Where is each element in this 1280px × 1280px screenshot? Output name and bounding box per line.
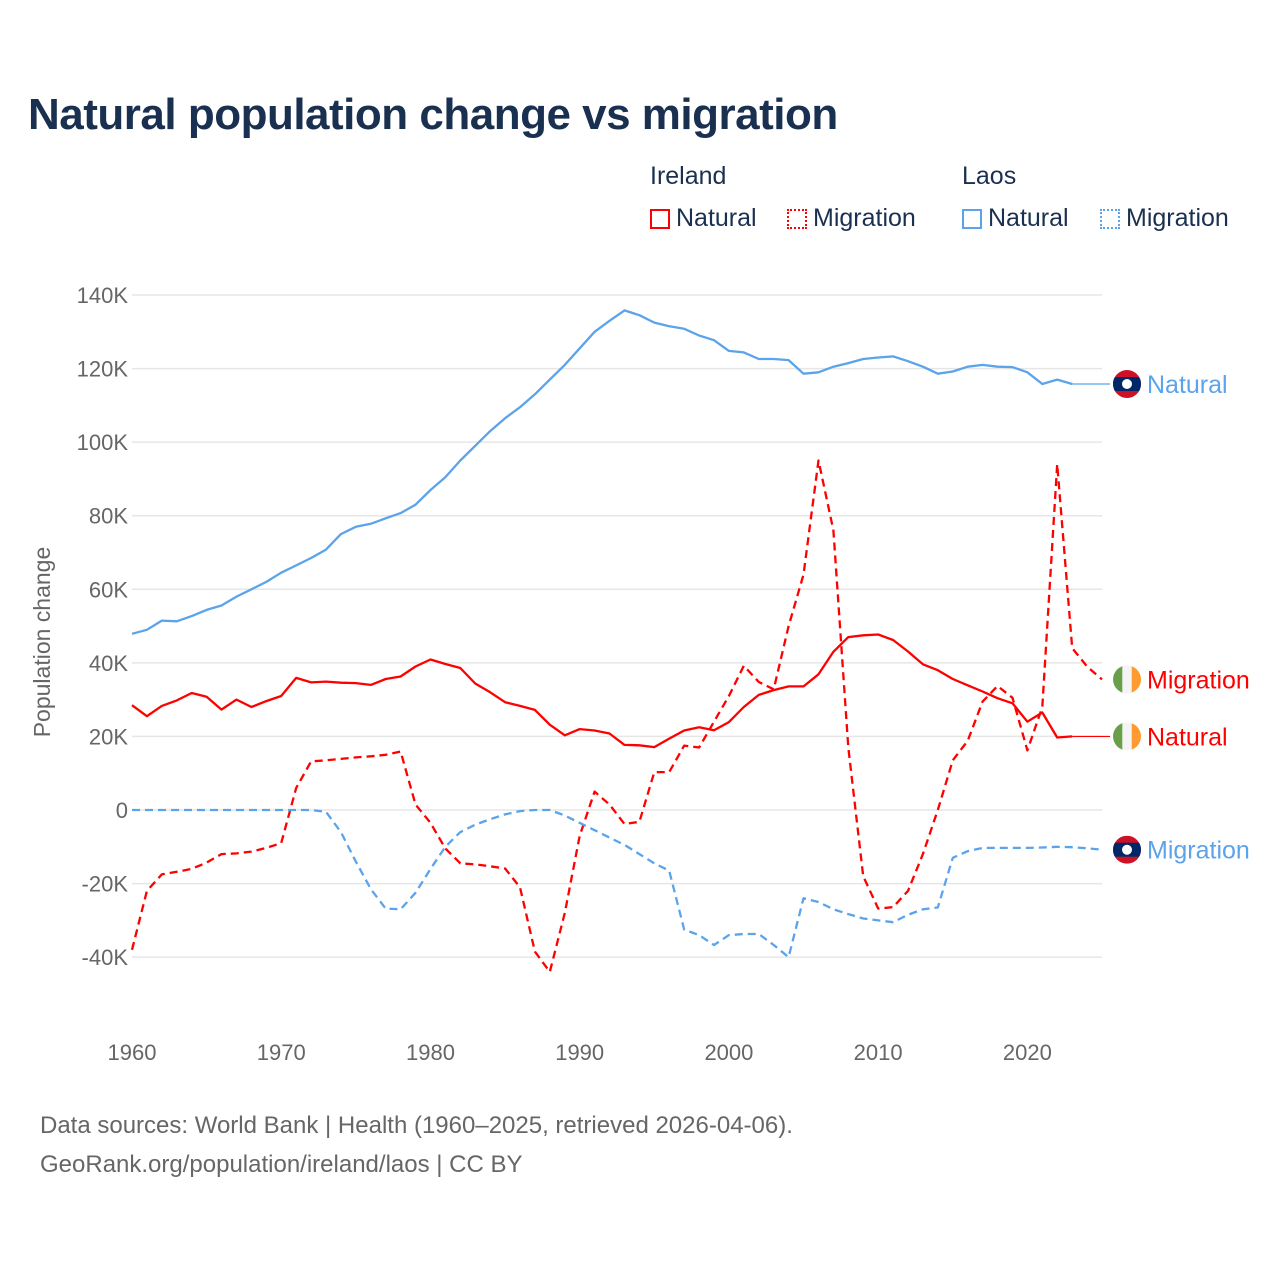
legend-swatch-solid: [650, 208, 670, 229]
data-source-note: Data sources: World Bank | Health (1960–…: [40, 1112, 793, 1139]
y-tick-label: 140K: [77, 283, 129, 308]
legend-label: Migration: [813, 204, 916, 232]
ireland-flag-icon: [1113, 722, 1141, 751]
end-label-laos-natural: Natural: [1113, 370, 1228, 399]
attribution-link[interactable]: GeoRank.org/population/ireland/laos | CC…: [40, 1151, 523, 1178]
legend-ireland-natural[interactable]: Natural: [650, 204, 757, 233]
end-label-laos-migration: Migration: [1113, 835, 1250, 865]
legend-label: Migration: [1126, 204, 1229, 232]
legend-group-ireland: Ireland: [650, 162, 727, 190]
legend-laos-natural[interactable]: Natural: [962, 204, 1069, 233]
x-tick-label: 1990: [555, 1040, 604, 1065]
legend-swatch-solid: [962, 208, 982, 229]
x-tick-label: 1960: [108, 1040, 157, 1065]
laos-flag-icon: [1113, 370, 1141, 399]
legend-laos-migration[interactable]: Migration: [1100, 204, 1229, 233]
y-tick-label: 60K: [89, 577, 128, 602]
end-label-ireland-natural: Natural: [1113, 722, 1228, 751]
series-line-ireland-natural: [131, 633, 1073, 749]
x-tick-label: 1970: [257, 1040, 306, 1065]
x-tick-label: 2010: [854, 1040, 903, 1065]
y-tick-label: 100K: [77, 430, 129, 455]
series-line-laos-migration: [132, 808, 1103, 959]
series-line-ireland-migration: [130, 459, 1103, 974]
end-label-text: Natural: [1147, 723, 1228, 751]
y-tick-label: -40K: [82, 945, 129, 970]
end-label-text: Migration: [1147, 837, 1250, 865]
y-tick-label: 120K: [77, 357, 129, 382]
laos-flag-icon: [1113, 835, 1141, 864]
y-tick-label: 40K: [89, 651, 128, 676]
legend-label: Natural: [988, 204, 1069, 232]
series-line-laos-natural: [131, 309, 1073, 635]
legend-label: Natural: [676, 204, 757, 232]
chart-title: Natural population change vs migration: [28, 90, 838, 139]
y-axis-label: Population change: [29, 547, 55, 738]
legend-ireland-migration[interactable]: Migration: [787, 204, 916, 233]
x-tick-label: 1980: [406, 1040, 455, 1065]
y-tick-label: 0: [116, 798, 128, 823]
end-label-text: Migration: [1147, 666, 1250, 694]
x-tick-label: 2020: [1003, 1040, 1052, 1065]
legend-swatch-dotted: [1100, 208, 1120, 229]
x-tick-label: 2000: [704, 1040, 753, 1065]
end-label-text: Natural: [1147, 371, 1228, 399]
y-tick-label: 20K: [89, 724, 128, 749]
legend-swatch-dotted: [787, 208, 807, 229]
legend-group-laos: Laos: [962, 162, 1017, 190]
footer: Data sources: World Bank | Health (1960–…: [40, 1106, 793, 1184]
end-label-ireland-migration: Migration: [1113, 665, 1250, 694]
ireland-flag-icon: [1113, 665, 1141, 694]
y-tick-label: -20K: [82, 872, 129, 897]
y-tick-label: 80K: [89, 504, 128, 529]
